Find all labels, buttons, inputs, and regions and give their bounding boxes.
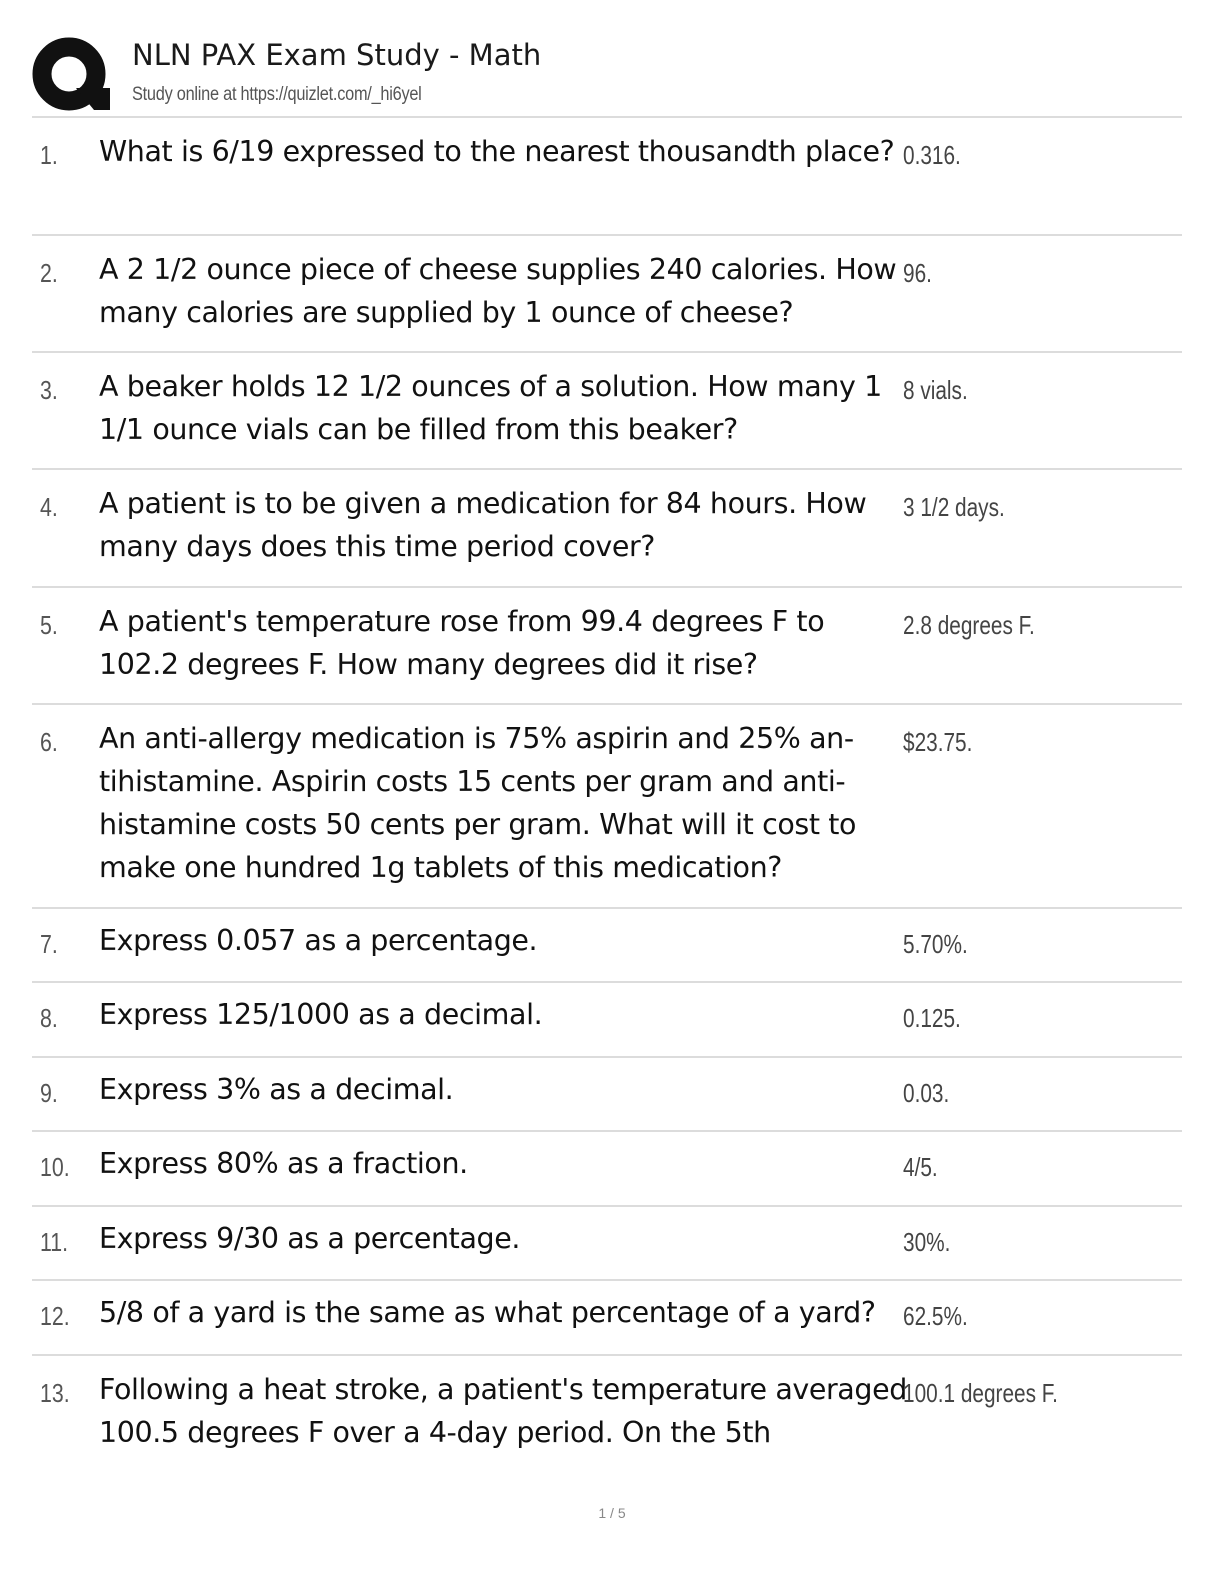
question-text: A beaker holds 12 1/2 ounces of a soluti… [99, 370, 882, 446]
question-row-7: 7. Express 0.057 as a percentage. 5.70%. [32, 909, 1182, 983]
question-row-2: 2. A 2 1/2 ounce piece of cheese supplie… [32, 236, 1182, 353]
question-text: Express 9/30 as a percentage. [99, 1222, 521, 1255]
page-number: 1 / 5 [598, 1505, 626, 1521]
question-text: 5/8 of a yard is the same as what percen… [99, 1296, 876, 1329]
question-row-9: 9. Express 3% as a decimal. 0.03. [32, 1058, 1182, 1132]
question-row-8: 8. Express 125/1000 as a decimal. 0.125. [32, 983, 1182, 1058]
question-text: An anti-allergy medication is 75% aspiri… [99, 722, 857, 884]
answer-text: 0.03. [903, 1078, 950, 1108]
question-row-1: 1. What is 6/19 expressed to the nearest… [32, 118, 1182, 236]
question-number: 5. [40, 610, 58, 640]
answer-text: 62.5%. [903, 1301, 968, 1331]
answer-text: 8 vials. [903, 375, 968, 405]
question-number: 7. [40, 929, 58, 959]
question-text: A 2 1/2 ounce piece of cheese supplies 2… [99, 253, 897, 329]
question-number: 12. [40, 1301, 70, 1331]
question-number: 1. [40, 140, 58, 170]
question-number: 6. [40, 727, 58, 757]
question-row-13: 13. Following a heat stroke, a patient's… [32, 1356, 1182, 1466]
question-number: 8. [40, 1003, 58, 1033]
question-text: A patient is to be given a medication fo… [99, 487, 867, 563]
question-list: 1. What is 6/19 expressed to the nearest… [32, 116, 1182, 1466]
answer-text: 3 1/2 days. [903, 492, 1005, 522]
question-row-11: 11. Express 9/30 as a percentage. 30%. [32, 1207, 1182, 1281]
question-text: Express 125/1000 as a decimal. [99, 998, 543, 1031]
question-text: Express 80% as a fraction. [99, 1147, 468, 1180]
question-text: Express 0.057 as a percentage. [99, 924, 538, 957]
answer-text: 5.70%. [903, 929, 968, 959]
answer-text: $23.75. [903, 727, 973, 757]
question-text: Express 3% as a decimal. [99, 1073, 454, 1106]
study-online-link[interactable]: Study online at https://quizlet.com/_hi6… [132, 84, 422, 105]
answer-text: 2.8 degrees F. [903, 610, 1035, 640]
answer-text: 30%. [903, 1227, 951, 1257]
question-row-5: 5. A patient's temperature rose from 99.… [32, 588, 1182, 705]
question-number: 4. [40, 492, 58, 522]
question-number: 13. [40, 1378, 70, 1408]
question-number: 2. [40, 258, 58, 288]
question-number: 3. [40, 375, 58, 405]
answer-text: 0.125. [903, 1003, 961, 1033]
question-text: Following a heat stroke, a patient's tem… [99, 1373, 907, 1449]
question-number: 11. [40, 1227, 69, 1257]
answer-text: 100.1 degrees F. [903, 1378, 1058, 1408]
question-number: 9. [40, 1078, 58, 1108]
quizlet-q-icon [32, 37, 110, 111]
question-row-6: 6. An anti-allergy medication is 75% asp… [32, 705, 1182, 909]
question-text: What is 6/19 expressed to the nearest th… [99, 135, 895, 168]
question-row-3: 3. A beaker holds 12 1/2 ounces of a sol… [32, 353, 1182, 470]
question-number: 10. [40, 1152, 70, 1182]
answer-text: 4/5. [903, 1152, 938, 1182]
question-text: A patient's temperature rose from 99.4 d… [99, 605, 825, 681]
answer-text: 96. [903, 258, 932, 288]
page-header: NLN PAX Exam Study - Math Study online a… [32, 30, 1182, 114]
page-title: NLN PAX Exam Study - Math [132, 38, 542, 72]
question-row-12: 12. 5/8 of a yard is the same as what pe… [32, 1281, 1182, 1356]
answer-text: 0.316. [903, 140, 961, 170]
question-row-4: 4. A patient is to be given a medication… [32, 470, 1182, 588]
question-row-10: 10. Express 80% as a fraction. 4/5. [32, 1132, 1182, 1207]
